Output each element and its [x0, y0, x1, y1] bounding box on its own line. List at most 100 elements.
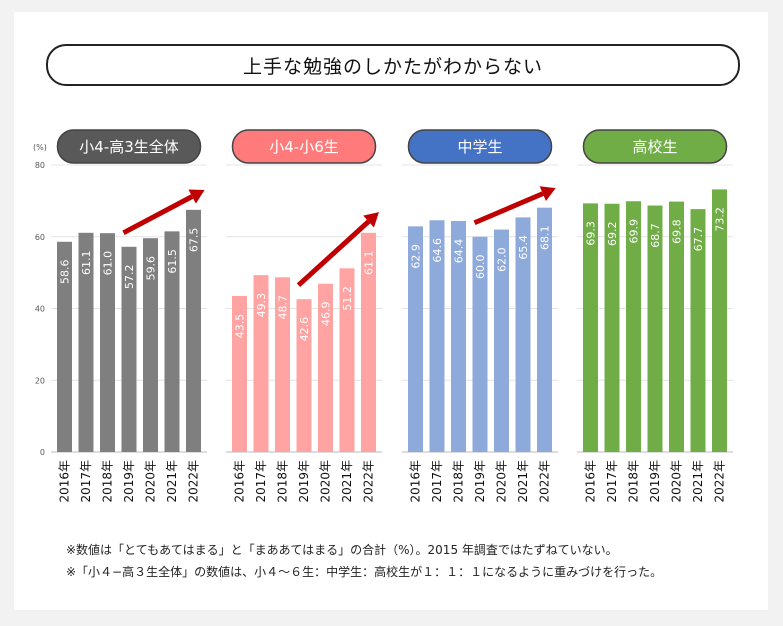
bar-value-label: 62.0: [496, 247, 509, 272]
bar: [451, 220, 466, 452]
bar-value-label: 61.5: [166, 249, 179, 274]
bar-value-label: 62.9: [410, 244, 423, 269]
bar: [515, 217, 531, 452]
category-label: 2016年: [233, 460, 247, 503]
bar-value-label: 67.5: [188, 228, 201, 253]
footnote-1: ※数値は「とてもあてはまる」と「まああてはまる」の合計（%）。2015 年調査で…: [66, 543, 618, 557]
bar: [408, 226, 423, 452]
bar: [583, 203, 598, 452]
category-label: 2017年: [254, 460, 268, 503]
bar: [669, 201, 684, 452]
trend-arrow: [122, 189, 205, 236]
trend-arrow: [473, 186, 556, 226]
bar-value-label: 42.6: [298, 317, 311, 342]
bar: [232, 295, 247, 452]
bar: [100, 233, 115, 452]
trend-arrow-shaft: [122, 194, 194, 236]
bar: [494, 229, 509, 452]
panel-title: 高校生: [632, 138, 677, 156]
bar: [275, 277, 290, 452]
trend-arrow-head: [188, 189, 205, 204]
bar: [164, 231, 180, 452]
bar-value-label: 69.3: [585, 221, 598, 246]
y-tick-label: 80: [35, 161, 45, 170]
category-label: 2016年: [409, 460, 423, 503]
bar: [472, 236, 488, 452]
bar-value-label: 67.7: [692, 227, 705, 252]
category-label: 2020年: [670, 460, 684, 503]
figure-card: [14, 12, 768, 610]
panel-title: 小4-高3生全体: [79, 138, 179, 156]
y-tick-label: 20: [35, 376, 45, 385]
y-tick-label: 60: [35, 233, 45, 242]
panel-title: 小4-小6生: [269, 138, 339, 156]
category-label: 2021年: [516, 460, 530, 503]
bar-value-label: 49.3: [255, 293, 268, 318]
category-label: 2019年: [122, 460, 136, 503]
bar: [339, 268, 355, 452]
bar-value-label: 60.0: [474, 255, 487, 280]
figure-title: 上手な勉強のしかたがわからない: [46, 44, 740, 86]
category-label: 2018年: [452, 460, 466, 503]
panel-title: 中学生: [457, 138, 502, 156]
trend-arrow-shaft: [473, 191, 544, 226]
panel-header: [231, 129, 377, 164]
panel-header: [407, 129, 553, 164]
category-label: 2018年: [276, 460, 290, 503]
bar: [712, 189, 727, 452]
bar-value-label: 69.2: [606, 221, 619, 246]
bar: [647, 205, 663, 452]
category-label: 2022年: [187, 460, 201, 503]
category-label: 2020年: [144, 460, 158, 503]
category-label: 2021年: [340, 460, 354, 503]
y-axis-unit: (%): [33, 143, 47, 152]
bar-value-label: 69.8: [671, 219, 684, 244]
bar-value-label: 73.2: [714, 207, 727, 232]
category-label: 2021年: [165, 460, 179, 503]
bar: [690, 209, 706, 452]
bar-value-label: 68.7: [649, 223, 662, 248]
bar: [361, 232, 376, 452]
bar-value-label: 58.6: [59, 260, 72, 285]
bar-value-label: 61.0: [102, 251, 115, 276]
category-label: 2017年: [430, 460, 444, 503]
category-label: 2019年: [473, 460, 487, 503]
bar-value-label: 65.4: [517, 235, 530, 260]
bar: [143, 238, 158, 452]
bar: [537, 207, 552, 452]
bar: [253, 275, 269, 452]
chart-panel-2: 小4-小6生 43.5 2016年 49.3 2017年 48.7 2018年 42.6 201…: [226, 129, 382, 503]
chart-panel-3: 中学生 62.9 2016年 64.6 2017年 64.4 2018年 60.0 2019年 6…: [402, 129, 558, 503]
category-label: 2016年: [58, 460, 72, 503]
bar: [626, 201, 641, 452]
category-label: 2021年: [691, 460, 705, 503]
category-label: 2022年: [713, 460, 727, 503]
panel-header: [56, 129, 202, 164]
category-label: 2020年: [319, 460, 333, 503]
category-label: 2019年: [648, 460, 662, 503]
category-label: 2017年: [605, 460, 619, 503]
bar-value-label: 61.1: [80, 251, 93, 276]
trend-arrow-head: [363, 212, 379, 228]
bar: [318, 283, 333, 452]
bar-value-label: 64.6: [431, 238, 444, 263]
bar: [604, 203, 620, 452]
bar-value-label: 57.2: [123, 265, 136, 290]
bar-value-label: 46.9: [320, 301, 333, 326]
bar: [296, 299, 312, 452]
bar-value-label: 64.4: [453, 239, 466, 264]
bar-value-label: 48.7: [277, 295, 290, 320]
chart-panel-4: 高校生 69.3 2016年 69.2 2017年 69.9 2018年 68.7 2019年 6…: [577, 129, 733, 503]
footnote-2: ※「小４−高３生全体」の数値は、小４〜６生：中学生：高校生が１：１：１になるよう…: [66, 565, 663, 579]
category-label: 2022年: [362, 460, 376, 503]
bar: [186, 209, 201, 452]
trend-arrow-head: [539, 186, 556, 201]
category-label: 2022年: [538, 460, 552, 503]
category-label: 2020年: [495, 460, 509, 503]
category-label: 2019年: [297, 460, 311, 503]
bar-value-label: 61.1: [363, 251, 376, 276]
y-tick-label: 0: [40, 448, 45, 457]
bar-value-label: 51.2: [341, 286, 354, 311]
category-label: 2018年: [627, 460, 641, 503]
